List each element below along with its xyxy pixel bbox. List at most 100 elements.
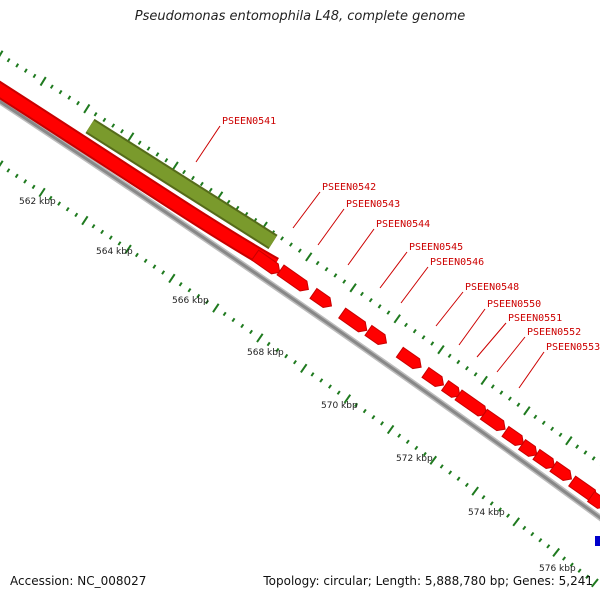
inner-tick <box>161 270 166 275</box>
axis-label: 568 kbp <box>247 348 284 358</box>
inner-tick <box>512 517 521 527</box>
outer-tick <box>191 175 195 181</box>
inner-tick <box>546 544 551 549</box>
gene-arrow <box>421 366 445 388</box>
backbone-line <box>0 99 600 520</box>
outer-tick <box>297 248 302 253</box>
inner-tick <box>117 241 122 246</box>
inner-tick <box>108 235 113 240</box>
outer-tick <box>507 396 512 401</box>
inner-tick <box>336 390 341 395</box>
inner-tick <box>354 402 359 408</box>
gene-label-leader <box>400 266 429 304</box>
outer-tick <box>182 169 186 175</box>
axis-label: 572 kbp <box>396 454 433 464</box>
inner-tick <box>522 525 527 531</box>
inner-tick <box>422 451 427 457</box>
gene-label-pseen0551: PSEEN0551 <box>508 313 562 324</box>
inner-tick <box>456 476 461 481</box>
axis-label: 566 kbp <box>172 296 209 306</box>
gene-arrow <box>395 346 422 370</box>
inner-tick <box>439 464 444 469</box>
gene-label-leader <box>317 208 345 246</box>
outer-tick <box>127 132 135 142</box>
inner-tick <box>561 556 567 561</box>
gene-arrow-shape <box>251 249 281 275</box>
outer-tick <box>456 359 461 365</box>
inner-tick <box>124 244 132 254</box>
inner-tick <box>91 223 96 229</box>
outer-tick <box>499 390 504 395</box>
outer-tick <box>208 187 213 193</box>
inner-tick <box>319 378 324 383</box>
tick-marks <box>0 50 600 588</box>
gene-label-pseen0552: PSEEN0552 <box>527 327 581 338</box>
outer-tick <box>575 444 580 449</box>
gene-arrow <box>276 264 309 292</box>
genes <box>0 80 600 546</box>
outer-tick <box>67 95 72 100</box>
inner-tick <box>497 507 502 512</box>
inner-tick <box>471 486 479 496</box>
gene-arrow <box>338 307 368 333</box>
gene-label-leader <box>292 191 321 229</box>
inner-tick <box>65 206 70 212</box>
gene-label-leader <box>476 322 507 358</box>
inner-tick <box>328 384 332 389</box>
outer-tick <box>565 436 573 446</box>
outer-tick <box>541 420 546 426</box>
gene-arrow-shape <box>421 366 445 388</box>
inner-tick <box>256 333 264 343</box>
outer-tick <box>533 414 538 420</box>
gene-arrow-shape <box>549 460 573 482</box>
inner-tick <box>6 168 11 173</box>
gene-label-pseen0550: PSEEN0550 <box>487 299 541 310</box>
axis-label: 564 kbp <box>96 247 133 257</box>
gene-arrow <box>501 425 525 447</box>
inner-tick <box>448 470 453 475</box>
gene-arrow-shape <box>395 346 422 370</box>
outer-tick <box>315 260 320 266</box>
inner-tick <box>196 293 201 299</box>
outer-tick <box>349 283 357 293</box>
map-title: Pseudomonas entomophila L48, complete ge… <box>134 9 466 24</box>
outer-tick <box>137 140 142 146</box>
outer-tick <box>199 181 204 187</box>
inner-tick <box>81 215 89 226</box>
inner-tick <box>222 311 227 317</box>
gene-arrow-shape <box>532 448 556 470</box>
gene-arrow <box>440 379 461 398</box>
outer-tick <box>58 89 63 95</box>
inner-tick <box>569 562 574 567</box>
outer-tick <box>280 236 285 241</box>
outer-tick <box>447 353 452 359</box>
inner-tick <box>530 531 535 537</box>
inner-tick <box>74 212 79 218</box>
inner-tick <box>284 353 289 359</box>
outer-tick <box>333 273 338 278</box>
gene-arrow-shape <box>586 490 600 509</box>
inner-tick <box>23 179 28 184</box>
gene-arrow-shape <box>479 408 506 432</box>
inner-tick <box>397 433 402 438</box>
outer-tick <box>6 57 11 63</box>
outer-tick <box>465 365 469 371</box>
gene-arrow <box>549 460 573 482</box>
gene-arrow-shape <box>276 264 309 292</box>
inner-tick <box>143 258 148 264</box>
outer-tick <box>421 335 426 340</box>
inner-tick <box>38 187 46 198</box>
inner-tick <box>152 264 157 269</box>
gene-labels: PSEEN0541 PSEEN0542 PSEEN0543 PSEEN0544 PSEE… <box>195 116 600 389</box>
outer-tick <box>111 123 116 128</box>
genome-stats-text: Topology: circular; Length: 5,888,780 bp… <box>263 574 593 588</box>
gene-label-leader <box>435 291 464 327</box>
inner-tick <box>0 160 4 167</box>
accession-text: Accession: NC_008027 <box>10 574 147 588</box>
axis-labels: 562 kbp 564 kbp 566 kbp 568 kbp 570 kbp 572 k… <box>19 197 576 574</box>
outer-tick <box>412 328 417 334</box>
outer-tick <box>523 406 531 416</box>
outer-tick <box>324 267 329 272</box>
inner-tick <box>585 574 590 580</box>
inner-tick <box>362 408 367 414</box>
